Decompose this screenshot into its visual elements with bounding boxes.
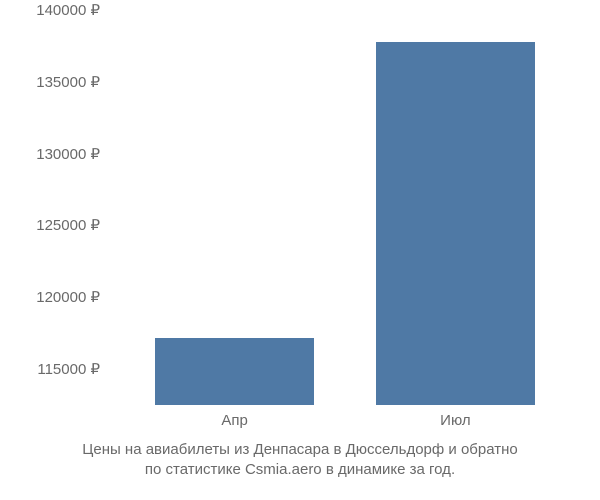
x-tick-label: Апр bbox=[221, 412, 247, 429]
y-tick-label: 115000 ₽ bbox=[5, 360, 100, 378]
price-bar-chart: 115000 ₽ 120000 ₽ 125000 ₽ 130000 ₽ 135000 ₽… bbox=[0, 0, 600, 500]
y-tick-label: 125000 ₽ bbox=[5, 216, 100, 234]
y-tick-label: 135000 ₽ bbox=[5, 73, 100, 91]
y-tick-label: 140000 ₽ bbox=[5, 1, 100, 19]
x-tick-label: Июл bbox=[440, 412, 470, 429]
caption-line2: по статистике Csmia.aero в динамике за г… bbox=[145, 461, 455, 478]
y-tick-label: 130000 ₽ bbox=[5, 145, 100, 163]
bar-Июл bbox=[376, 42, 534, 405]
caption-line1: Цены на авиабилеты из Денпасара в Дюссел… bbox=[82, 441, 517, 458]
y-tick-label: 120000 ₽ bbox=[5, 288, 100, 306]
plot-area bbox=[105, 10, 585, 405]
bar-Апр bbox=[155, 338, 313, 406]
chart-caption: Цены на авиабилеты из Денпасара в Дюссел… bbox=[0, 440, 600, 481]
